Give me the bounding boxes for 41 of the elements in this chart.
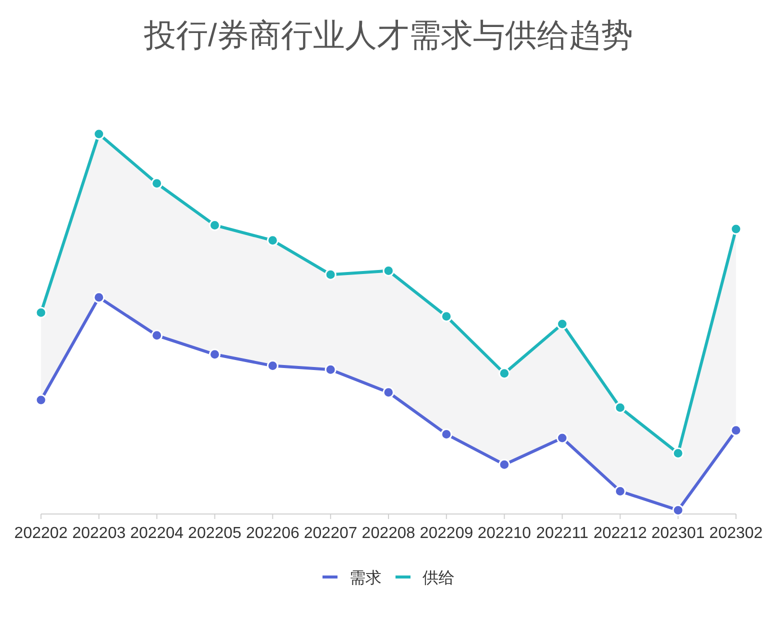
x-tick-label: 202301 <box>651 525 705 542</box>
point <box>35 306 47 318</box>
point <box>209 348 220 360</box>
point <box>151 178 163 190</box>
point <box>324 364 336 376</box>
x-tick-label: 202209 <box>420 525 474 542</box>
point <box>382 386 394 398</box>
point <box>672 504 684 516</box>
x-tick-label: 202210 <box>478 525 532 542</box>
x-tick-label: 202204 <box>130 525 184 542</box>
point <box>556 318 568 330</box>
x-tick-label: 202211 <box>536 525 588 542</box>
point <box>266 234 278 246</box>
point <box>324 268 336 280</box>
x-tick-label: 202208 <box>362 525 416 542</box>
point <box>93 128 105 140</box>
point <box>209 219 220 231</box>
point <box>730 424 742 436</box>
point <box>440 310 452 322</box>
point <box>440 428 452 440</box>
title: 投行/券商行业人才需求与供给趋势 <box>144 17 633 53</box>
legend-label: 需求 <box>350 569 382 587</box>
legend-label: 供给 <box>422 570 454 587</box>
x-tick-label: 202302 <box>709 525 763 542</box>
x-tick-label: 202206 <box>246 525 300 542</box>
point <box>93 292 105 304</box>
point <box>498 458 510 470</box>
x-tick-label: 202207 <box>304 525 358 542</box>
point <box>35 394 47 406</box>
point <box>614 402 626 414</box>
point <box>672 447 684 459</box>
x-tick-label: 202202 <box>14 525 68 542</box>
x-tick-label: 202212 <box>593 525 647 542</box>
point <box>151 330 163 342</box>
point <box>614 485 626 497</box>
x-tick-label: 202203 <box>72 525 126 542</box>
point <box>382 265 394 277</box>
point <box>730 223 742 235</box>
point <box>556 432 568 444</box>
point <box>498 368 510 380</box>
x-tick-label: 202205 <box>188 525 242 542</box>
